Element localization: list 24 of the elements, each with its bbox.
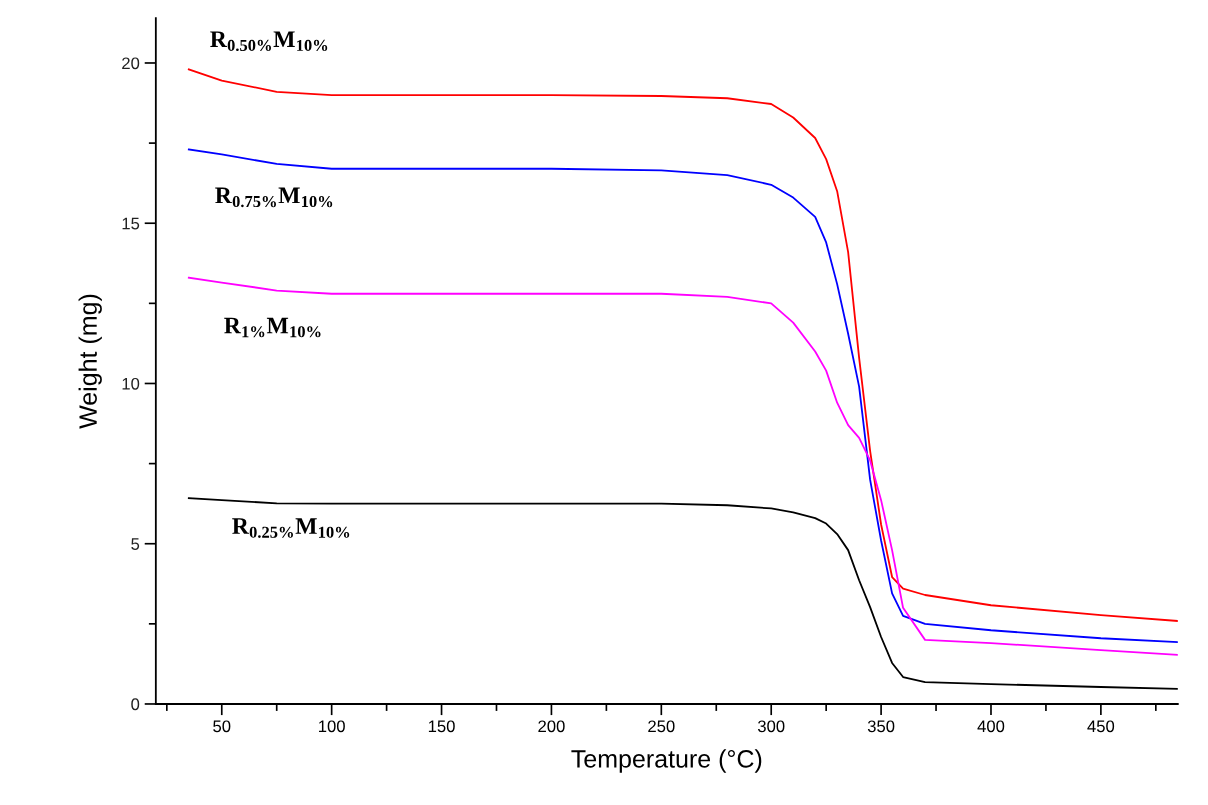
x-tick-label: 50: [213, 720, 231, 733]
series-label: R$_{0.75%}$M$_{10%}$: [215, 187, 333, 208]
series-label: R$_{1%}$M$_{10%}$: [224, 317, 321, 338]
x-axis-title: Temperature (°C): [571, 749, 762, 773]
x-tick-label: 350: [867, 720, 895, 733]
line-series: [187, 276, 1178, 656]
series-label: R$_{0.50%}$M$_{10%}$: [210, 31, 328, 52]
line-series: [187, 68, 1178, 622]
x-tick-label: 200: [538, 720, 565, 733]
line-series: [187, 497, 1178, 690]
y-axis-title: Weight (mg): [78, 294, 102, 429]
x-tick-label: 300: [757, 720, 785, 733]
y-tick-label: 20: [122, 57, 140, 70]
x-tick-label: 450: [1087, 720, 1115, 733]
y-tick-label: 10: [122, 377, 140, 390]
x-tick-label: 150: [428, 720, 455, 733]
line-series: [187, 148, 1178, 644]
x-tick-label: 400: [977, 720, 1005, 733]
series-label: R$_{0.25%}$M$_{10%}$: [232, 518, 350, 538]
x-tick-label: 100: [319, 720, 345, 733]
y-tick-label: 15: [122, 217, 140, 230]
y-tick-label: 5: [131, 538, 140, 550]
x-tick-label: 250: [648, 720, 675, 733]
y-tick-label: 0: [131, 698, 140, 711]
